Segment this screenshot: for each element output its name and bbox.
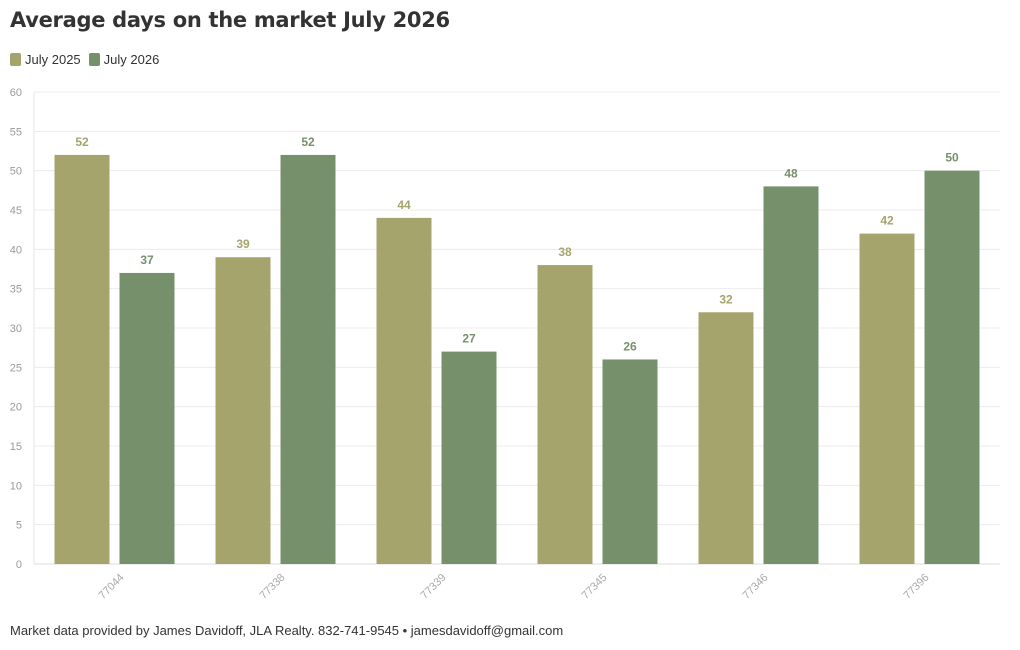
y-tick-label: 35 bbox=[10, 284, 22, 296]
y-tick-label: 60 bbox=[10, 87, 22, 99]
legend-swatch-2026 bbox=[88, 53, 100, 66]
bar[interactable] bbox=[698, 312, 754, 564]
bar[interactable] bbox=[376, 217, 432, 564]
data-label: 27 bbox=[462, 332, 476, 346]
bar[interactable] bbox=[537, 265, 593, 564]
legend-item-2026[interactable]: July 2026 bbox=[88, 52, 160, 67]
bar[interactable] bbox=[924, 170, 980, 564]
bar-chart: 0 5 10 15 20 25 30 35 40 45 50 55 60 52 37 77044 39 52 773… bbox=[10, 87, 1000, 602]
legend-label-2026: July 2026 bbox=[103, 52, 160, 67]
bar[interactable] bbox=[602, 359, 658, 564]
y-tick-label: 30 bbox=[10, 323, 22, 335]
bar[interactable] bbox=[280, 154, 336, 564]
y-tick-label: 55 bbox=[10, 126, 22, 138]
legend-swatch-2025 bbox=[10, 53, 21, 66]
data-label: 44 bbox=[397, 198, 411, 212]
y-tick-label: 50 bbox=[10, 166, 22, 178]
y-tick-label: 0 bbox=[16, 559, 22, 571]
bar[interactable] bbox=[54, 154, 110, 564]
y-tick-label: 10 bbox=[10, 480, 22, 492]
footer-credit: Market data provided by James Davidoff, … bbox=[10, 623, 563, 638]
data-label: 39 bbox=[236, 237, 250, 251]
x-tick-label: 77345 bbox=[580, 572, 610, 602]
bar[interactable] bbox=[763, 186, 819, 564]
x-tick-label: 77338 bbox=[258, 572, 288, 602]
bar[interactable] bbox=[119, 272, 175, 564]
data-label: 50 bbox=[945, 151, 959, 165]
y-tick-label: 20 bbox=[10, 402, 22, 414]
x-tick-label: 77339 bbox=[419, 572, 449, 602]
data-label: 52 bbox=[301, 135, 315, 149]
x-tick-label: 77346 bbox=[741, 572, 771, 602]
data-label: 37 bbox=[140, 253, 154, 267]
data-label: 52 bbox=[75, 135, 89, 149]
y-tick-label: 45 bbox=[10, 205, 22, 217]
legend: July 2025 July 2026 bbox=[10, 52, 167, 67]
bar[interactable] bbox=[441, 351, 497, 564]
data-label: 26 bbox=[623, 339, 637, 353]
bar[interactable] bbox=[859, 233, 915, 564]
chart-title: Average days on the market July 2026 bbox=[10, 8, 450, 32]
x-tick-label: 77396 bbox=[902, 572, 932, 602]
data-label: 48 bbox=[784, 166, 798, 180]
y-tick-label: 40 bbox=[10, 244, 22, 256]
legend-item-2025[interactable]: July 2025 bbox=[10, 52, 81, 67]
y-tick-label: 5 bbox=[16, 520, 22, 532]
data-label: 32 bbox=[719, 292, 733, 306]
y-tick-label: 15 bbox=[10, 441, 22, 453]
bar[interactable] bbox=[215, 257, 271, 564]
data-label: 38 bbox=[558, 245, 572, 259]
footer-text: Market data provided by James Davidoff, … bbox=[10, 623, 564, 638]
y-tick-label: 25 bbox=[10, 362, 22, 374]
data-label: 42 bbox=[880, 214, 894, 228]
legend-label-2025: July 2025 bbox=[25, 52, 81, 67]
x-tick-label: 77044 bbox=[97, 572, 127, 602]
